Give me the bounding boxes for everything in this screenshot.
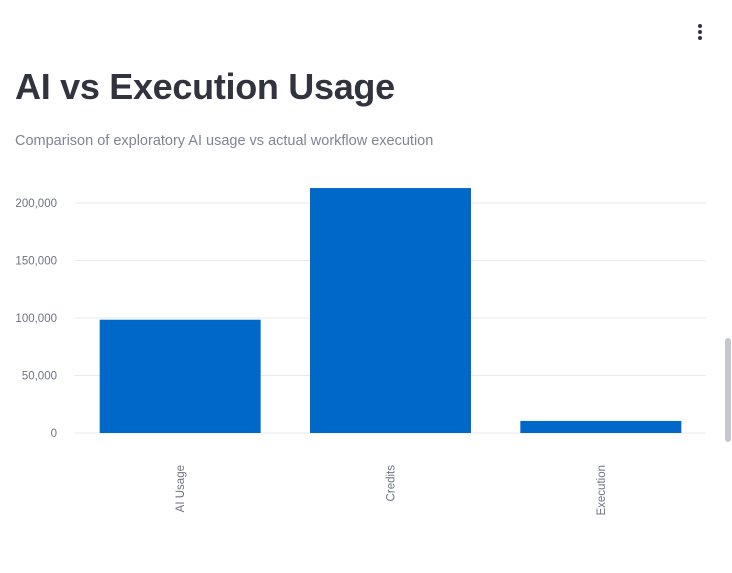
- y-tick-label: 100,000: [15, 313, 57, 325]
- more-options-menu-icon[interactable]: [688, 20, 712, 44]
- bar-execution[interactable]: [520, 420, 682, 433]
- bar-credits[interactable]: [310, 188, 471, 433]
- y-axis-ticks: 0 50,000 100,000 150,000 200,000: [15, 198, 57, 440]
- y-tick-label: 150,000: [15, 256, 57, 268]
- x-axis-labels: AI Usage Credits Execution: [175, 465, 608, 516]
- vertical-scrollbar[interactable]: [725, 338, 731, 442]
- menu-dot: [698, 24, 702, 28]
- page-title: AI vs Execution Usage: [15, 66, 395, 107]
- bar-ai-usage[interactable]: [99, 319, 261, 433]
- bars: [99, 188, 682, 433]
- page-subtitle: Comparison of exploratory AI usage vs ac…: [15, 133, 434, 149]
- y-tick-label: 200,000: [15, 198, 57, 210]
- x-tick-label: AI Usage: [175, 465, 187, 512]
- x-tick-label: Execution: [596, 465, 608, 516]
- y-tick-label: 0: [51, 428, 57, 440]
- menu-dot: [698, 36, 702, 40]
- y-tick-label: 50,000: [22, 371, 57, 383]
- x-tick-label: Credits: [386, 465, 398, 502]
- menu-dot: [698, 30, 702, 34]
